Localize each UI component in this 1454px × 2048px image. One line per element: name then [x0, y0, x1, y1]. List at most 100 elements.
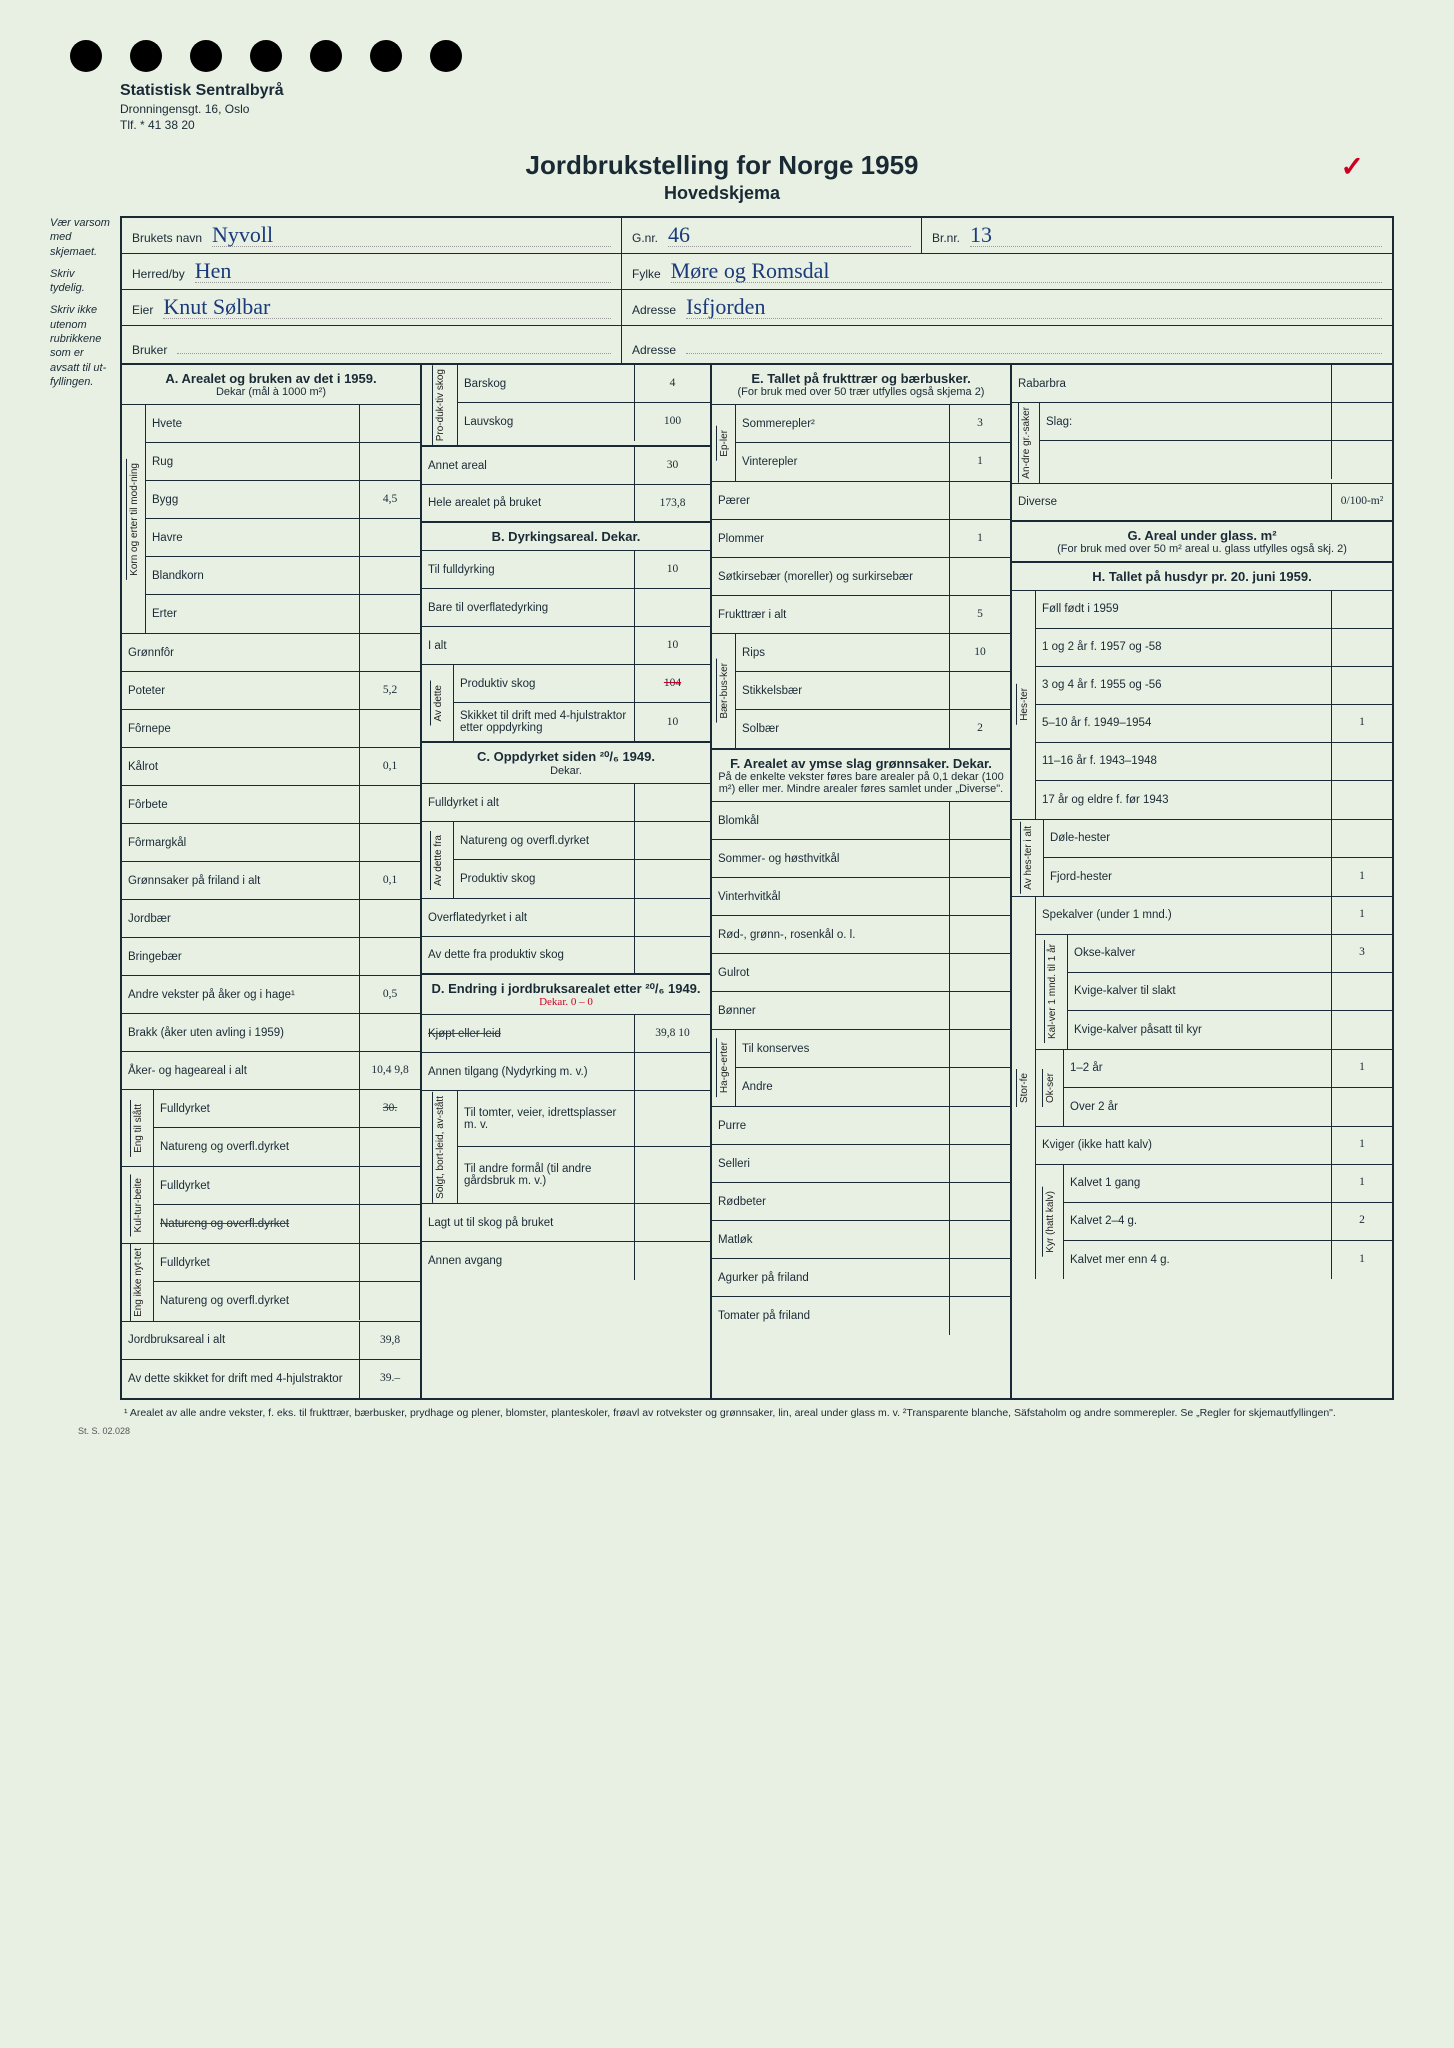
ar12-val[interactable]	[1332, 629, 1392, 666]
sommerhvit-val[interactable]	[950, 840, 1010, 877]
frukt-alt-val[interactable]: 5	[950, 596, 1010, 633]
okse-val[interactable]: 3	[1332, 935, 1392, 972]
selleri-val[interactable]	[950, 1145, 1010, 1182]
rodbeter-val[interactable]	[950, 1183, 1010, 1220]
blomkal-val[interactable]	[950, 802, 1010, 839]
havre-val[interactable]	[360, 519, 420, 556]
fylke[interactable]: Møre og Romsdal	[671, 260, 1382, 283]
jordbaer-val[interactable]	[360, 900, 420, 937]
solbaer-val[interactable]: 2	[950, 710, 1010, 748]
vinter-val[interactable]: 1	[950, 443, 1010, 481]
c-prod-val[interactable]	[635, 860, 710, 898]
foll-val[interactable]	[1332, 591, 1392, 628]
kviger-val[interactable]: 1	[1332, 1127, 1392, 1164]
bringebaer-val[interactable]	[360, 938, 420, 975]
c-full-val[interactable]	[635, 784, 710, 821]
ar510-val[interactable]: 1	[1332, 705, 1392, 742]
hele-val[interactable]: 173,8	[635, 485, 710, 521]
rabarbra-val[interactable]	[1332, 365, 1392, 402]
akerhage-val[interactable]: 10,4 9,8	[360, 1052, 420, 1089]
annet-val[interactable]: 30	[635, 447, 710, 484]
hageerter-andre-val[interactable]	[950, 1068, 1010, 1106]
rodgronn-val[interactable]	[950, 916, 1010, 953]
gnr[interactable]: 46	[668, 224, 911, 247]
kvigepa-val[interactable]	[1332, 1011, 1392, 1049]
adresse[interactable]: Isfjorden	[686, 296, 1382, 319]
bruker[interactable]	[177, 332, 611, 354]
gronnsaker-val[interactable]: 0,1	[360, 862, 420, 899]
matlok-val[interactable]	[950, 1221, 1010, 1258]
slag1-val[interactable]	[1332, 403, 1392, 440]
hvete-val[interactable]	[360, 405, 420, 442]
d-tomter-val[interactable]	[635, 1091, 710, 1146]
rug-val[interactable]	[360, 443, 420, 480]
bygg-val[interactable]: 4,5	[360, 481, 420, 518]
ar34-val[interactable]	[1332, 667, 1392, 704]
rips-val[interactable]: 10	[950, 634, 1010, 671]
barskog-val[interactable]: 4	[635, 365, 710, 402]
andre-val[interactable]: 0,5	[360, 976, 420, 1013]
formargkal-val[interactable]	[360, 824, 420, 861]
d-annen-val[interactable]	[635, 1053, 710, 1090]
kalvetmer-val[interactable]: 1	[1332, 1241, 1392, 1279]
spekalver-val[interactable]: 1	[1332, 897, 1392, 934]
lauvskog-val[interactable]: 100	[635, 403, 710, 441]
b-bare-val[interactable]	[635, 589, 710, 626]
fulldyrket-val[interactable]: 30.	[360, 1090, 420, 1127]
fornepe-val[interactable]	[360, 710, 420, 747]
d-lagtut-val[interactable]	[635, 1204, 710, 1241]
d-avgang-val[interactable]	[635, 1242, 710, 1280]
stikkels-val[interactable]	[950, 672, 1010, 709]
dole-val[interactable]	[1332, 820, 1392, 857]
b-prodskog-val[interactable]: 104	[635, 665, 710, 702]
kvige-val[interactable]	[1332, 973, 1392, 1010]
jordbruk-alt-val[interactable]: 39,8	[360, 1322, 420, 1359]
gulrot-val[interactable]	[950, 954, 1010, 991]
skikket-val[interactable]: 39.–	[360, 1360, 420, 1398]
ei-nat-val[interactable]	[360, 1282, 420, 1320]
poteter-val[interactable]: 5,2	[360, 672, 420, 709]
b-skikket4-val[interactable]: 10	[635, 703, 710, 741]
ar17-val[interactable]	[1332, 781, 1392, 819]
kalvet24-val[interactable]: 2	[1332, 1203, 1392, 1240]
herred[interactable]: Hen	[195, 260, 611, 283]
gronnfor-val[interactable]	[360, 634, 420, 671]
forbete-val[interactable]	[360, 786, 420, 823]
konserves-val[interactable]	[950, 1030, 1010, 1067]
c-avprod-val[interactable]	[635, 937, 710, 973]
brakk-val[interactable]	[360, 1014, 420, 1051]
ei-full-val[interactable]	[360, 1244, 420, 1281]
plommer-val[interactable]: 1	[950, 520, 1010, 557]
fjord-val[interactable]: 1	[1332, 858, 1392, 896]
ok12-val[interactable]: 1	[1332, 1050, 1392, 1087]
erter-val[interactable]	[360, 595, 420, 633]
eier[interactable]: Knut Sølbar	[163, 296, 611, 319]
vinterhvit-val[interactable]	[950, 878, 1010, 915]
paerer-val[interactable]	[950, 482, 1010, 519]
brukets-navn[interactable]: Nyvoll	[212, 224, 611, 247]
kb-nat-val[interactable]	[360, 1205, 420, 1243]
sommer-val[interactable]: 3	[950, 405, 1010, 442]
c-over-val[interactable]	[635, 899, 710, 936]
brnr[interactable]: 13	[970, 224, 1382, 247]
ar1116-val[interactable]	[1332, 743, 1392, 780]
d-kjopt-val[interactable]: 39,8 10	[635, 1015, 710, 1052]
purre-val[interactable]	[950, 1107, 1010, 1144]
b-full-val[interactable]: 10	[635, 551, 710, 588]
b-ialt-val[interactable]: 10	[635, 627, 710, 664]
d-formal-val[interactable]	[635, 1147, 710, 1203]
kalvet1-val[interactable]: 1	[1332, 1165, 1392, 1202]
kirsebaer-val[interactable]	[950, 558, 1010, 595]
bonner-val[interactable]	[950, 992, 1010, 1029]
kb-full-val[interactable]	[360, 1167, 420, 1204]
kalrot-val[interactable]: 0,1	[360, 748, 420, 785]
tomater-val[interactable]	[950, 1297, 1010, 1335]
agurker-val[interactable]	[950, 1259, 1010, 1296]
natureng-val[interactable]	[360, 1128, 420, 1166]
slag2-val[interactable]	[1332, 441, 1392, 479]
diverse-val[interactable]: 0/100-m²	[1332, 484, 1392, 520]
ok2-val[interactable]	[1332, 1088, 1392, 1126]
blandkorn-val[interactable]	[360, 557, 420, 594]
c-nat-val[interactable]	[635, 822, 710, 859]
adresse2[interactable]	[686, 332, 1382, 354]
